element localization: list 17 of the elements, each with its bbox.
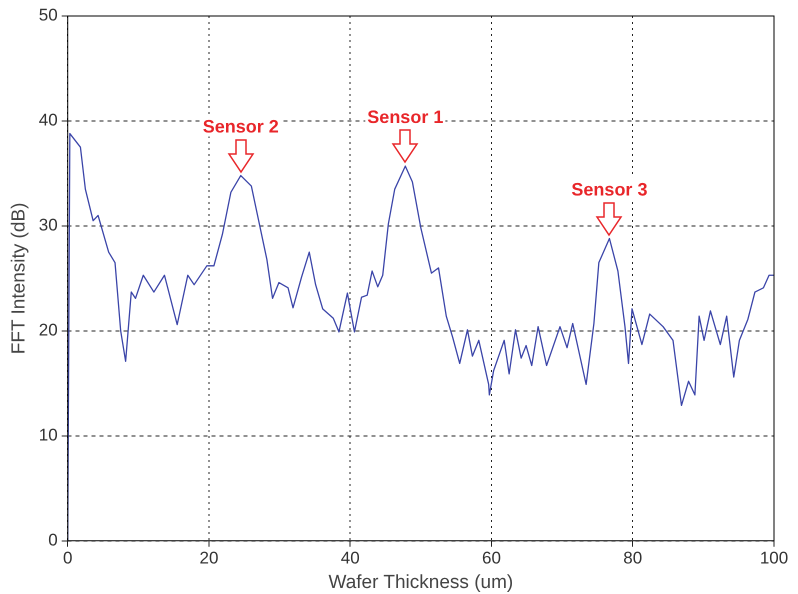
x-tick-label: 100 bbox=[760, 548, 788, 568]
x-tick-label: 20 bbox=[200, 548, 218, 568]
y-tick-label: 0 bbox=[48, 530, 58, 550]
x-tick-label: 60 bbox=[482, 548, 501, 568]
annotation: Sensor 3 bbox=[571, 179, 648, 200]
x-axis-title: Wafer Thickness (um) bbox=[328, 572, 514, 593]
y-tick-label: 50 bbox=[38, 6, 58, 25]
y-tick-label: 10 bbox=[38, 426, 58, 445]
y-tick-label: 40 bbox=[38, 110, 58, 130]
x-tick-label: 80 bbox=[623, 548, 642, 568]
x-tick-label: 40 bbox=[340, 548, 360, 568]
x-tick-label: 0 bbox=[62, 548, 72, 568]
annotation: Sensor 2 bbox=[202, 116, 279, 137]
y-tick-label: 30 bbox=[38, 216, 58, 235]
y-axis-title: FFT Intensity (dB) bbox=[8, 202, 30, 354]
y-tick-label: 20 bbox=[38, 320, 58, 340]
annotation: Sensor 1 bbox=[367, 107, 444, 128]
